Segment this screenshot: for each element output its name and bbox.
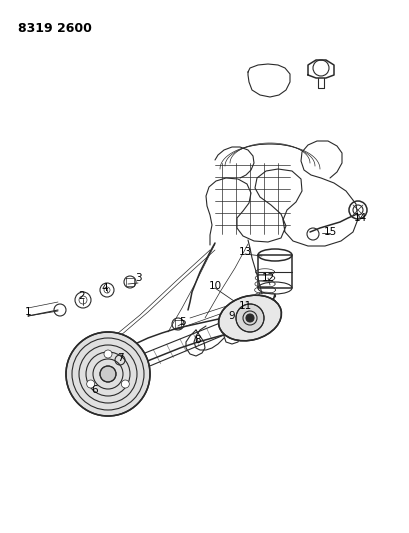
- Circle shape: [66, 332, 150, 416]
- Text: 3: 3: [135, 273, 141, 283]
- Text: 5: 5: [179, 317, 186, 327]
- Text: 13: 13: [238, 247, 251, 257]
- Text: 6: 6: [92, 385, 98, 395]
- Text: 8: 8: [194, 335, 201, 345]
- Circle shape: [121, 380, 129, 388]
- Text: 9: 9: [228, 311, 235, 321]
- Text: 10: 10: [208, 281, 221, 291]
- Text: 15: 15: [323, 227, 336, 237]
- Text: 4: 4: [101, 283, 108, 293]
- Text: 14: 14: [353, 213, 366, 223]
- Text: 12: 12: [261, 273, 274, 283]
- Ellipse shape: [218, 295, 281, 341]
- Text: 1: 1: [25, 307, 31, 317]
- Text: 11: 11: [238, 301, 251, 311]
- Circle shape: [100, 366, 116, 382]
- Text: 8319 2600: 8319 2600: [18, 22, 92, 35]
- Text: 2: 2: [79, 291, 85, 301]
- Text: 7: 7: [117, 353, 123, 363]
- Circle shape: [245, 314, 254, 322]
- Circle shape: [104, 350, 112, 358]
- Circle shape: [236, 304, 263, 332]
- Circle shape: [86, 380, 94, 388]
